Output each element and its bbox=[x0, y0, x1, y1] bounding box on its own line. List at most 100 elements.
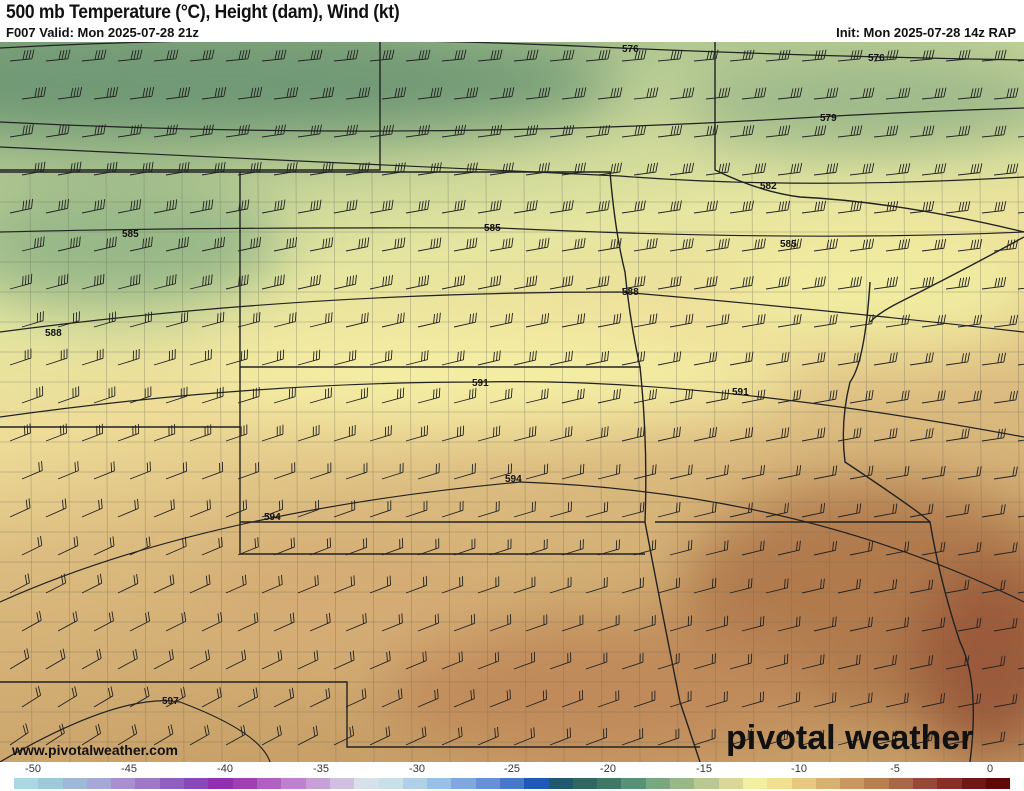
colorbar-tick: -20 bbox=[600, 763, 616, 775]
wind-barb bbox=[669, 539, 693, 556]
wind-barb bbox=[981, 428, 1006, 442]
wind-barb bbox=[129, 611, 151, 632]
colorbar-swatch bbox=[62, 778, 87, 789]
contour-label: 576 bbox=[868, 53, 885, 64]
wind-barb bbox=[477, 350, 501, 366]
wind-barb bbox=[369, 726, 391, 746]
wind-barb bbox=[765, 427, 790, 442]
wind-barb bbox=[921, 314, 946, 328]
county-line bbox=[903, 171, 907, 762]
wind-barb bbox=[273, 387, 296, 404]
wind-barb bbox=[513, 576, 536, 594]
colorbar-swatch bbox=[937, 778, 962, 789]
wind-barb bbox=[657, 653, 680, 670]
wind-barb bbox=[21, 86, 47, 100]
wind-barb bbox=[729, 276, 754, 290]
wind-barb bbox=[345, 462, 368, 480]
wind-barb bbox=[225, 724, 246, 746]
wind-barb bbox=[777, 313, 802, 328]
wind-barb bbox=[489, 162, 514, 176]
wind-barb bbox=[45, 423, 67, 442]
colorbar-swatch bbox=[621, 778, 646, 789]
colorbar-swatch bbox=[451, 778, 476, 789]
wind-barb bbox=[453, 463, 476, 480]
wind-barb bbox=[405, 500, 428, 518]
wind-barb bbox=[129, 536, 151, 556]
wind-barb bbox=[765, 653, 789, 670]
wind-barb bbox=[333, 49, 359, 62]
wind-barb bbox=[777, 162, 803, 176]
wind-barb bbox=[657, 200, 682, 214]
wind-barb bbox=[261, 650, 283, 670]
wind-barb bbox=[813, 692, 837, 708]
wind-barb bbox=[21, 161, 46, 176]
wind-barb bbox=[729, 200, 754, 214]
wind-barb bbox=[801, 427, 826, 442]
wind-barb bbox=[9, 648, 30, 670]
wind-barb bbox=[741, 87, 767, 100]
wind-barb bbox=[837, 503, 862, 518]
wind-barb bbox=[873, 427, 898, 442]
wind-barb bbox=[873, 276, 898, 290]
wind-barb bbox=[477, 124, 503, 138]
colorbar-swatch bbox=[888, 778, 913, 789]
wind-barb bbox=[957, 87, 983, 100]
wind-barb bbox=[993, 542, 1018, 556]
wind-barb bbox=[945, 276, 971, 290]
wind-barb bbox=[9, 498, 31, 518]
wind-barb bbox=[885, 163, 911, 176]
website-link[interactable]: www.pivotalweather.com bbox=[12, 742, 178, 758]
wind-barb bbox=[513, 49, 539, 62]
wind-barb bbox=[993, 87, 1019, 100]
wind-barb bbox=[381, 162, 406, 176]
wind-barb bbox=[801, 654, 825, 670]
county-line bbox=[371, 171, 375, 762]
wind-barb bbox=[981, 201, 1007, 214]
wind-barb bbox=[669, 313, 694, 328]
wind-barb bbox=[489, 312, 513, 328]
wind-barb bbox=[477, 726, 499, 746]
wind-barb bbox=[117, 199, 142, 214]
wind-barb bbox=[585, 577, 608, 594]
wind-barb bbox=[549, 49, 575, 62]
init-time: Init: Mon 2025-07-28 14z RAP bbox=[836, 25, 1016, 40]
colorbar-swatch bbox=[645, 778, 671, 789]
wind-barb bbox=[957, 314, 983, 328]
wind-barb bbox=[165, 686, 186, 708]
wind-barb bbox=[513, 124, 539, 138]
colorbar-swatch bbox=[840, 778, 865, 789]
wind-barb bbox=[597, 87, 623, 100]
wind-barb bbox=[633, 162, 659, 176]
wind-barb bbox=[381, 387, 405, 404]
wind-barb bbox=[993, 617, 1018, 632]
colorbar-swatch bbox=[985, 778, 1011, 789]
wind-barb bbox=[417, 387, 441, 404]
wind-barb bbox=[837, 125, 863, 138]
wind-barb bbox=[165, 386, 188, 404]
colorbar-swatch bbox=[329, 778, 355, 789]
colorbar-swatch bbox=[864, 778, 889, 789]
wind-barb bbox=[849, 314, 874, 328]
wind-barb bbox=[441, 651, 463, 670]
wind-barb bbox=[237, 612, 259, 632]
wind-barb bbox=[189, 424, 212, 442]
wind-barb bbox=[885, 541, 910, 556]
wind-barb bbox=[777, 540, 801, 556]
colorbar-swatch bbox=[256, 778, 282, 789]
wind-barb bbox=[549, 576, 572, 594]
temperature-colorbar bbox=[14, 778, 1011, 789]
wind-barb bbox=[669, 238, 694, 252]
wind-barb bbox=[693, 426, 717, 442]
wind-barb bbox=[621, 275, 646, 290]
wind-barb bbox=[585, 501, 609, 518]
wind-barb bbox=[657, 502, 681, 518]
wind-barb bbox=[57, 686, 78, 708]
wind-barb bbox=[225, 274, 249, 290]
wind-barb bbox=[93, 461, 115, 480]
wind-barb bbox=[297, 650, 319, 670]
colorbar-tick: -5 bbox=[890, 763, 900, 775]
weather-map[interactable]: 576 576 579 582 585 585 585 588 588 591 … bbox=[0, 42, 1024, 762]
temperature-shading bbox=[0, 42, 1024, 762]
wind-barb bbox=[201, 687, 222, 708]
contour-label: 591 bbox=[732, 387, 749, 398]
